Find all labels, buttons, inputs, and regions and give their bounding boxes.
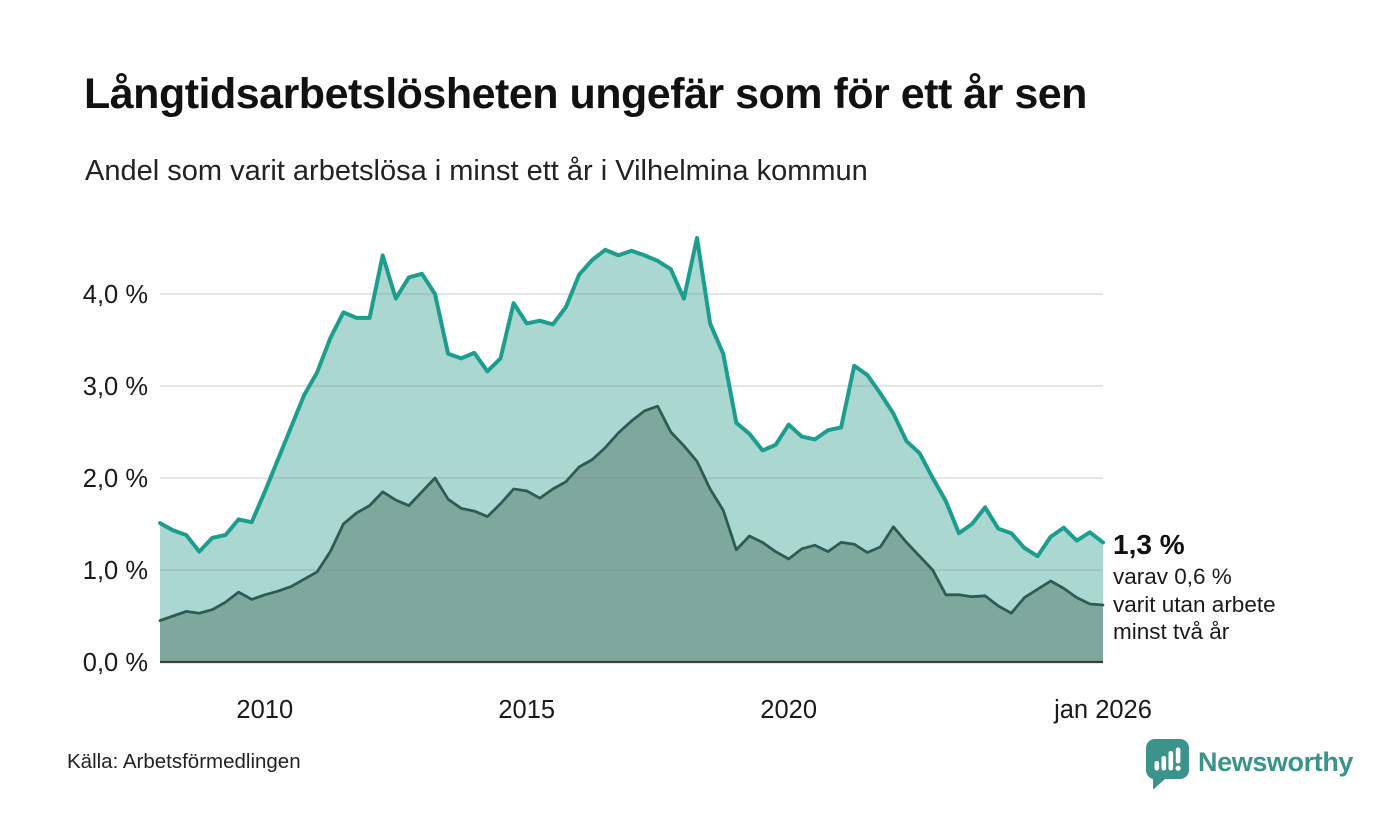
y-tick-label-0: 0,0 % [83,649,148,677]
x-tick-label-2015: 2015 [498,696,555,724]
x-tick-label-2020: 2020 [760,696,817,724]
annotation-line-3: minst två år [1113,619,1230,644]
latest-value-annotation: 1,3 % varav 0,6 % varit utan arbete mins… [1113,527,1363,646]
x-tick-label-2010: 2010 [236,696,293,724]
y-tick-label-1: 1,0 % [83,557,148,585]
x-tick-label-2026: jan 2026 [1053,696,1152,724]
page-subtitle: Andel som varit arbetslösa i minst ett å… [85,155,868,187]
newsworthy-logo-icon [1145,739,1189,789]
y-tick-label-4: 4,0 % [83,281,148,309]
y-tick-label-2: 2,0 % [83,465,148,493]
newsworthy-brand-text: Newsworthy [1198,747,1354,777]
annotation-line-1: varav 0,6 % [1113,564,1232,589]
annotation-line-2: varit utan arbete [1113,591,1276,617]
latest-value-label: 1,3 % [1113,529,1185,560]
series-line-1 [158,404,1105,622]
source-credit: Källa: Arbetsförmedlingen [67,750,301,773]
series-area-1 [160,406,1103,662]
page-title: Långtidsarbetslösheten ungefär som för e… [84,70,1087,118]
newsworthy-brand: Newsworthy [1144,738,1353,790]
y-tick-label-3: 3,0 % [83,373,148,401]
series-line-0 [158,235,1105,559]
